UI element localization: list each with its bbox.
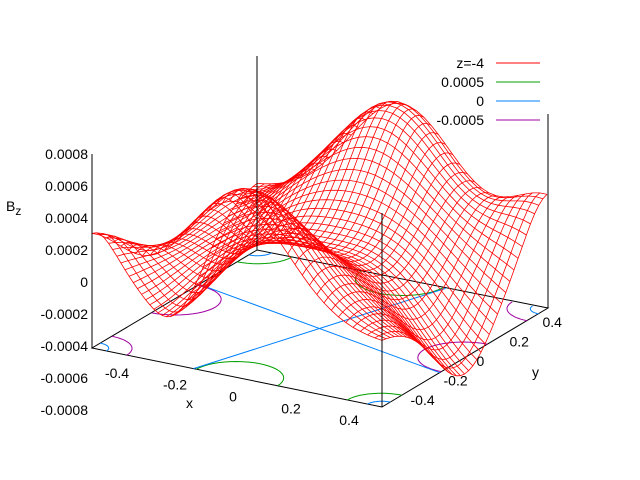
contour--0.0005	[111, 335, 133, 356]
surface-line	[161, 242, 453, 375]
surface-line	[256, 102, 548, 198]
surface-line	[128, 211, 420, 344]
x-tick-label: -0.4	[105, 365, 129, 381]
surface-line	[199, 207, 490, 335]
legend-label: z=-4	[456, 55, 484, 71]
contour-0.0005	[346, 392, 402, 401]
z-tick-label: 0	[80, 274, 88, 290]
surface-line	[174, 239, 465, 375]
surface-line	[223, 146, 515, 271]
x-tick-label: 0.4	[339, 412, 359, 428]
contour--0.0005	[506, 301, 528, 322]
surface-line	[252, 100, 544, 200]
x-tick-label: 0	[229, 389, 237, 405]
surface-line	[207, 189, 498, 315]
contour-0.0005	[196, 360, 285, 387]
surface-line	[219, 157, 511, 282]
surface-line	[244, 104, 535, 215]
surface-line	[182, 232, 474, 367]
surface-line	[170, 241, 461, 376]
z-tick-label: 0.0006	[45, 178, 88, 194]
x-tick-label: 0.2	[281, 400, 301, 416]
z-tick-label: -0.0002	[41, 306, 89, 322]
z-axis-label: Bz	[6, 198, 21, 218]
y-tick-label: -0.4	[411, 392, 435, 408]
surface-line	[149, 237, 441, 365]
y-tick-label: 0.2	[510, 333, 530, 349]
legend-label: 0.0005	[441, 74, 484, 90]
surface-line	[211, 179, 502, 304]
surface-line	[153, 240, 445, 369]
surface-line	[141, 229, 432, 356]
contour-0	[367, 400, 391, 405]
z-tick-label: -0.0006	[41, 370, 89, 386]
surface-line	[166, 242, 457, 377]
contour-0	[100, 342, 110, 352]
y-tick-label: -0.2	[444, 373, 468, 389]
surface-line	[96, 193, 387, 340]
legend-label: -0.0005	[437, 112, 485, 128]
legend-label: 0	[476, 93, 484, 109]
surface-line	[215, 168, 507, 293]
x-axis-label: x	[186, 395, 193, 411]
surface-line	[227, 136, 519, 259]
surface-line	[145, 233, 436, 361]
z-tick-label: -0.0004	[41, 338, 89, 354]
vertical-axes	[91, 56, 549, 407]
surface-mesh	[91, 100, 548, 377]
z-tick-label: 0.0002	[45, 242, 88, 258]
surface-line	[194, 215, 486, 344]
surface-line	[116, 194, 408, 338]
surface-line	[236, 117, 527, 236]
contour-lines	[100, 252, 539, 405]
z-tick-label: 0.0004	[45, 210, 88, 226]
contour--0.0005	[417, 341, 488, 373]
contour-0.0005	[237, 256, 293, 265]
surface-line	[248, 101, 539, 206]
surface-line	[203, 199, 494, 325]
z-tick-label: 0.0008	[45, 146, 88, 162]
surface-line	[232, 126, 523, 247]
y-axis-label: y	[532, 364, 539, 380]
surface-line	[186, 228, 478, 360]
surface-line	[190, 222, 482, 353]
surface-line	[124, 205, 416, 342]
tick-labels: 0.00080.00060.00040.00020-0.0002-0.0004-…	[41, 146, 563, 428]
x-tick-label: -0.2	[163, 377, 187, 393]
contour-0	[248, 252, 272, 257]
contour-0	[193, 287, 446, 370]
contour-0	[529, 305, 539, 315]
surface-line	[133, 217, 424, 348]
y-tick-label: 0	[477, 353, 485, 369]
surface-line	[91, 200, 383, 341]
z-tick-label: -0.0008	[41, 402, 89, 418]
surface-line	[157, 241, 449, 373]
y-tick-label: 0.4	[543, 314, 563, 330]
legend: z=-4 0.0005 0 -0.0005	[437, 55, 540, 128]
